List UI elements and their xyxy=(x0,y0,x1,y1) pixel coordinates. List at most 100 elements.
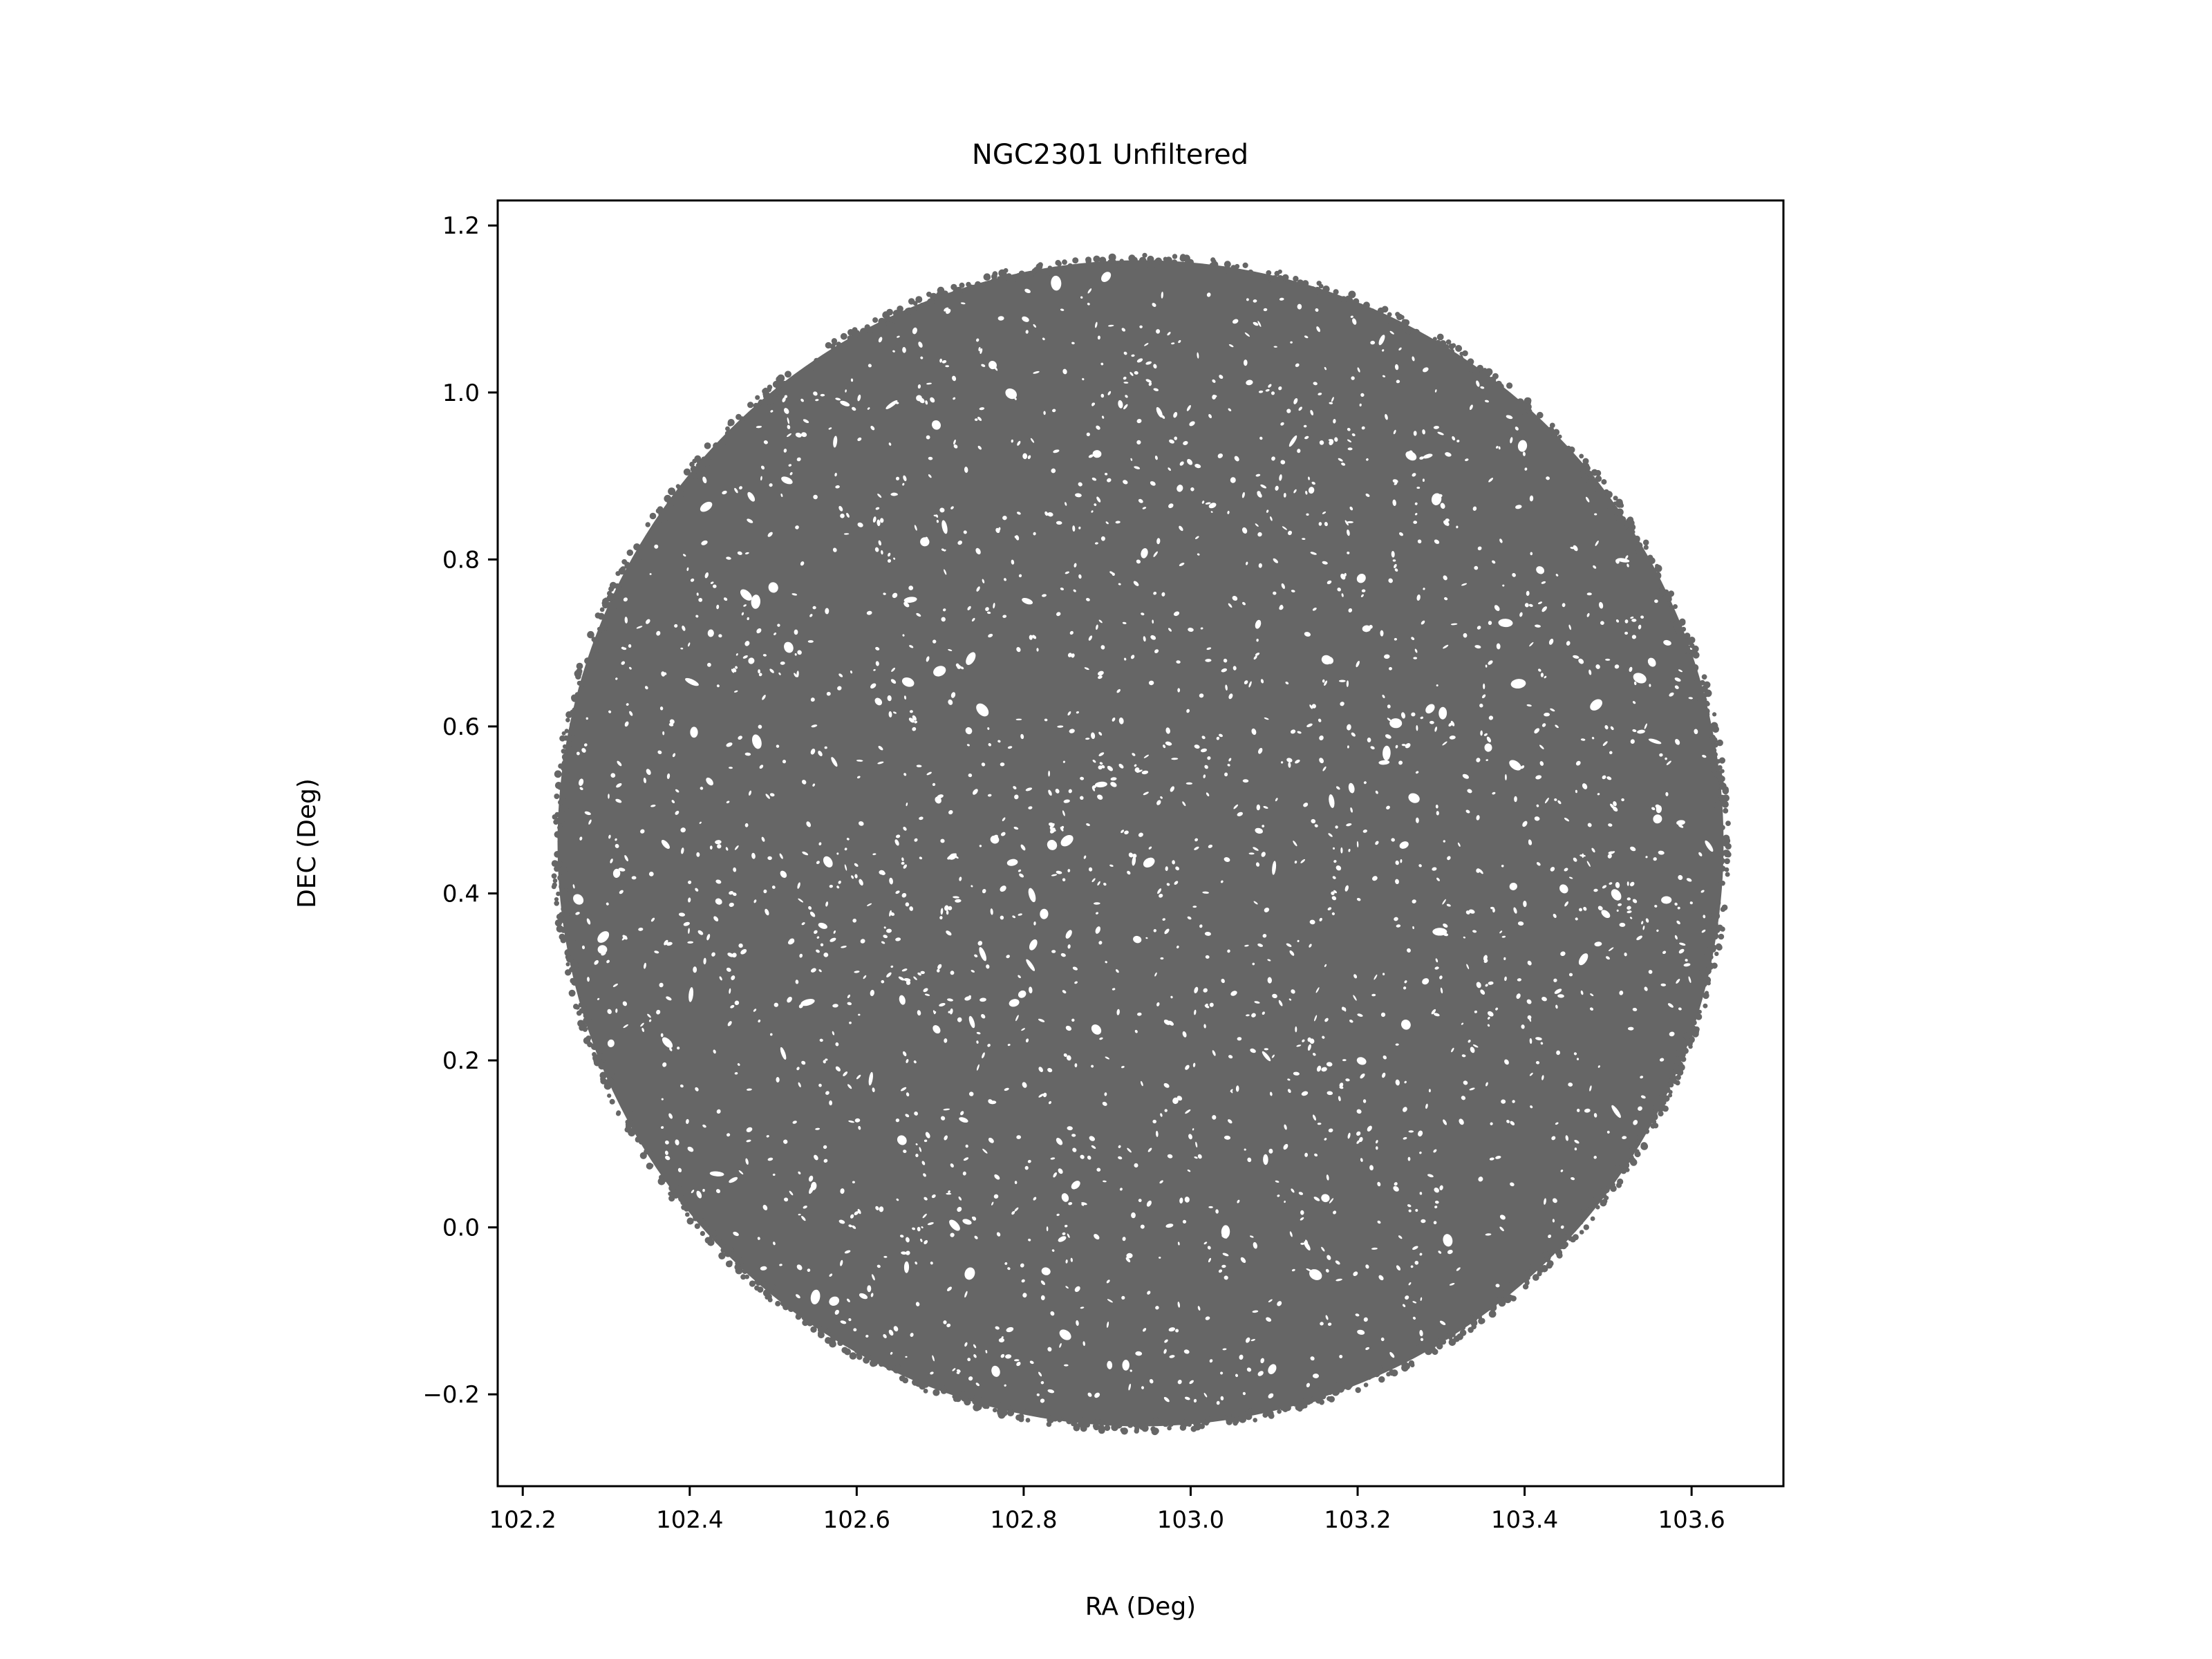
data-point xyxy=(1699,968,1706,975)
point-gap xyxy=(1224,772,1228,777)
point-gap xyxy=(1293,1071,1300,1076)
point-gap xyxy=(1602,775,1606,780)
point-gap xyxy=(1575,760,1581,766)
point-gap xyxy=(1289,950,1295,956)
point-gap xyxy=(952,1368,956,1371)
point-gap xyxy=(1678,824,1684,828)
point-gap xyxy=(1378,1275,1384,1281)
point-gap xyxy=(1608,823,1613,827)
point-gap xyxy=(960,666,964,670)
point-gap xyxy=(1310,410,1314,415)
point-gap xyxy=(1587,823,1592,827)
point-gap xyxy=(776,1077,780,1082)
point-gap xyxy=(1432,867,1437,871)
point-gap xyxy=(1144,343,1149,346)
point-gap xyxy=(825,901,829,907)
point-gap xyxy=(1019,873,1024,878)
point-gap xyxy=(1574,1140,1580,1144)
data-point xyxy=(864,324,870,330)
point-gap xyxy=(1014,1207,1019,1212)
point-gap xyxy=(846,838,850,841)
point-gap xyxy=(1630,739,1635,744)
data-point xyxy=(1720,825,1725,830)
point-gap xyxy=(1203,988,1208,993)
point-gap xyxy=(818,842,822,846)
point-gap xyxy=(688,928,690,934)
data-point xyxy=(646,532,653,538)
data-point xyxy=(684,1206,690,1212)
y-axis: −0.20.00.20.40.60.81.01.2 xyxy=(422,212,498,1409)
point-gap xyxy=(1260,1358,1264,1364)
data-point xyxy=(739,416,745,422)
data-point xyxy=(1210,257,1216,263)
data-point xyxy=(724,1243,731,1250)
data-point xyxy=(950,283,957,290)
point-gap xyxy=(901,677,915,687)
point-gap xyxy=(974,418,978,422)
point-gap xyxy=(798,1004,803,1009)
point-gap xyxy=(1488,715,1494,720)
point-gap xyxy=(1501,865,1504,868)
point-gap xyxy=(1060,953,1066,957)
point-gap xyxy=(1548,639,1554,645)
point-gap xyxy=(1332,847,1335,850)
data-point xyxy=(735,1261,740,1266)
point-gap xyxy=(1405,1295,1409,1300)
data-point xyxy=(1553,429,1560,436)
point-gap xyxy=(988,1137,994,1143)
point-gap xyxy=(1171,758,1179,760)
point-gap xyxy=(1065,930,1072,939)
point-gap xyxy=(761,836,765,842)
x-tick-label: 103.2 xyxy=(1324,1506,1391,1534)
point-gap xyxy=(703,957,706,965)
point-gap xyxy=(1179,461,1184,466)
point-gap xyxy=(1080,296,1083,299)
data-point xyxy=(1233,1412,1239,1418)
point-gap xyxy=(1033,1197,1037,1201)
point-gap xyxy=(964,1342,968,1347)
data-point xyxy=(1715,817,1721,823)
point-gap xyxy=(664,939,668,946)
point-gap xyxy=(1103,882,1107,886)
point-gap xyxy=(688,642,691,647)
point-gap xyxy=(1047,839,1058,850)
data-point xyxy=(1121,1416,1126,1423)
point-gap xyxy=(1316,326,1320,332)
point-gap xyxy=(1418,864,1422,868)
data-point xyxy=(1165,256,1172,264)
point-gap xyxy=(1523,901,1527,908)
point-gap xyxy=(757,1237,760,1240)
point-gap xyxy=(1178,339,1181,344)
point-gap xyxy=(1400,859,1403,863)
point-gap xyxy=(1240,1257,1246,1263)
data-point xyxy=(1691,1020,1697,1026)
point-gap xyxy=(1137,1012,1142,1016)
point-gap xyxy=(1335,825,1338,829)
point-gap xyxy=(770,410,774,413)
point-gap xyxy=(933,514,938,517)
point-gap xyxy=(1319,440,1324,445)
point-gap xyxy=(1382,745,1391,761)
point-gap xyxy=(1356,841,1359,847)
point-gap xyxy=(1476,982,1481,988)
point-gap xyxy=(1304,435,1309,440)
point-gap xyxy=(715,879,722,884)
point-gap xyxy=(1014,794,1019,800)
point-gap xyxy=(962,1171,966,1176)
point-gap xyxy=(818,922,827,929)
point-gap xyxy=(1056,612,1061,617)
point-gap xyxy=(646,619,650,624)
point-gap xyxy=(932,639,937,644)
point-gap xyxy=(1288,998,1292,1001)
point-gap xyxy=(1363,1317,1368,1322)
point-gap xyxy=(1579,908,1582,912)
point-gap xyxy=(1268,1148,1273,1154)
point-gap xyxy=(1237,1037,1242,1041)
point-gap xyxy=(731,668,735,673)
point-gap xyxy=(1416,725,1418,731)
point-gap xyxy=(1588,669,1592,675)
point-gap xyxy=(1435,805,1438,809)
point-gap xyxy=(1261,852,1266,857)
point-gap xyxy=(1375,790,1378,794)
data-point xyxy=(861,332,866,337)
